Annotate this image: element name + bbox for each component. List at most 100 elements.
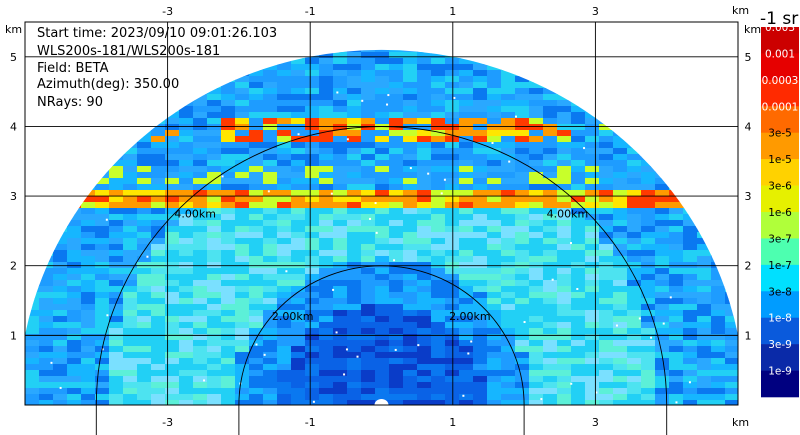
field-cell [347, 280, 362, 287]
field-cell [235, 148, 250, 155]
field-cell [151, 262, 166, 269]
field-cell [725, 340, 738, 347]
field-cell [515, 376, 530, 383]
field-cell [319, 256, 334, 263]
field-cell [333, 214, 348, 221]
field-cell [151, 232, 166, 239]
field-cell [697, 358, 712, 365]
field-cell [39, 388, 54, 395]
field-cell [305, 76, 320, 83]
field-cell [305, 250, 320, 257]
field-cell [319, 400, 334, 405]
field-cell [193, 178, 208, 185]
field-cell [361, 280, 376, 287]
colorbar-label: 3e-8 [768, 286, 792, 298]
field-cell [137, 340, 152, 347]
field-cell [585, 220, 600, 227]
field-cell [389, 88, 404, 95]
field-cell [305, 64, 320, 71]
field-cell [305, 136, 320, 143]
field-cell [417, 172, 432, 179]
field-cell [235, 226, 250, 233]
field-cell [53, 358, 68, 365]
field-cell [193, 250, 208, 257]
field-cell [669, 304, 684, 311]
field-cell [249, 184, 264, 191]
field-cell [95, 250, 110, 257]
speckle [427, 172, 430, 175]
field-cell [193, 238, 208, 245]
field-cell [109, 286, 124, 293]
field-cell [263, 364, 278, 371]
colorbar-swatch [761, 106, 799, 134]
field-cell [529, 190, 544, 197]
speckle [332, 288, 335, 291]
field-cell [529, 310, 544, 317]
field-cell [389, 232, 404, 239]
field-cell [501, 310, 516, 317]
field-cell [165, 196, 180, 203]
speckle [361, 99, 364, 102]
field-cell [333, 226, 348, 233]
field-cell [515, 250, 530, 257]
field-cell [473, 172, 488, 179]
field-cell [305, 184, 320, 191]
field-cell [221, 400, 236, 405]
field-cell [39, 400, 54, 405]
field-cell [305, 388, 320, 395]
field-cell [543, 334, 558, 341]
field-cell [319, 280, 334, 287]
field-cell [319, 136, 334, 143]
field-cell [557, 154, 572, 161]
field-cell [333, 262, 348, 269]
field-cell [249, 250, 264, 257]
field-cell [543, 268, 558, 275]
field-cell [515, 328, 530, 335]
field-cell [571, 244, 586, 251]
field-cell [291, 274, 306, 281]
field-cell [347, 334, 362, 341]
colorbar-swatch [761, 79, 799, 107]
field-cell [515, 136, 530, 143]
field-cell [263, 394, 278, 401]
field-cell [319, 118, 334, 125]
field-cell [165, 334, 180, 341]
field-cell [683, 238, 698, 245]
speckle [393, 259, 396, 262]
field-cell [347, 130, 362, 137]
field-cell [627, 166, 642, 173]
field-cell [291, 298, 306, 305]
field-cell [263, 124, 278, 131]
field-cell [473, 208, 488, 215]
field-cell [459, 244, 474, 251]
field-cell [389, 280, 404, 287]
field-cell [235, 100, 250, 107]
field-cell [39, 358, 54, 365]
field-cell [277, 328, 292, 335]
field-cell [641, 202, 656, 209]
speckle [345, 348, 348, 351]
field-cell [249, 148, 264, 155]
field-cell [445, 136, 460, 143]
field-cell [375, 388, 390, 395]
field-cell [263, 220, 278, 227]
field-cell [333, 52, 348, 59]
field-cell [431, 256, 446, 263]
field-cell [403, 232, 418, 239]
field-cell [277, 214, 292, 221]
field-cell [361, 220, 376, 227]
field-cell [95, 394, 110, 401]
field-cell [417, 196, 432, 203]
speckle [105, 218, 108, 221]
field-cell [193, 124, 208, 131]
field-cell [375, 268, 390, 275]
field-cell [571, 292, 586, 299]
field-cell [221, 94, 236, 101]
field-cell [305, 322, 320, 329]
field-cell [25, 304, 40, 311]
field-cell [403, 154, 418, 161]
field-cell [249, 364, 264, 371]
field-cell [655, 328, 670, 335]
field-cell [375, 214, 390, 221]
field-cell [95, 214, 110, 221]
